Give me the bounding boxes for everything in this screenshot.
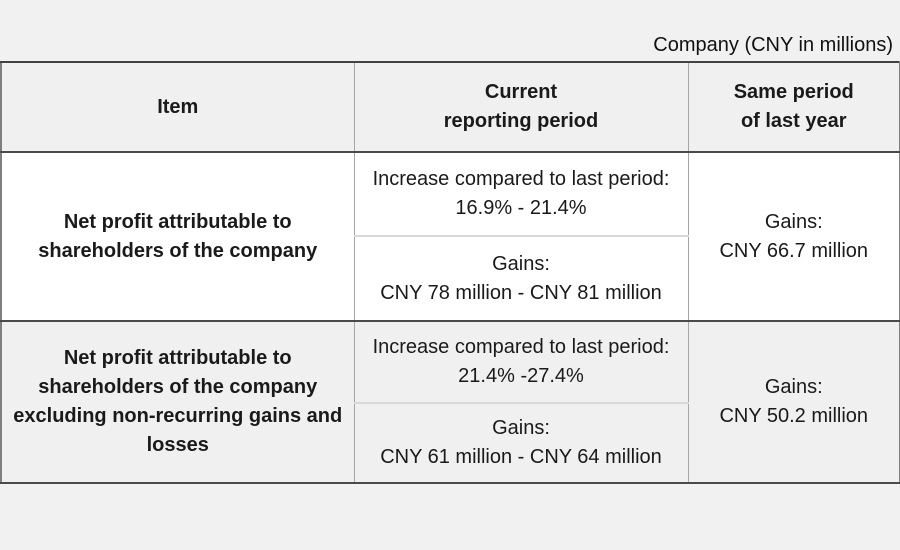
header-current-reporting-period: Current reporting period [354,61,689,153]
last-year-cell-net-profit: Gains: CNY 66.7 million [688,152,900,322]
gains-cell-net-profit-excluding: Gains: CNY 61 million - CNY 64 million [354,403,689,484]
table-row-net-profit: Net profit attributable to shareholders … [0,152,900,322]
table-row-net-profit-gains: Gains: CNY 78 million - CNY 81 million [1,236,900,322]
table-row-net-profit-excl-gains: Gains: CNY 61 million - CNY 64 million [1,403,900,484]
item-cell-net-profit: Net profit attributable to shareholders … [0,152,355,322]
gains-cell-net-profit: Gains: CNY 78 million - CNY 81 million [354,236,689,322]
header-row: Item Current reporting period Same perio… [0,61,900,153]
header-same-period-of-last-year: Same period of last year [688,61,900,153]
last-year-cell-net-profit-excluding: Gains: CNY 50.2 million [688,321,900,484]
increase-cell-net-profit: Increase compared to last period: 16.9% … [354,152,689,237]
item-cell-net-profit-excluding: Net profit attributable to shareholders … [0,321,355,484]
table-row-net-profit-excl: Net profit attributable to shareholders … [0,321,900,484]
page-title: Company (CNY in millions) [653,34,893,56]
financial-results-table: Item Current reporting period Same perio… [0,61,900,484]
header-item: Item [0,61,355,153]
increase-cell-net-profit-excluding: Increase compared to last period: 21.4% … [354,321,689,404]
